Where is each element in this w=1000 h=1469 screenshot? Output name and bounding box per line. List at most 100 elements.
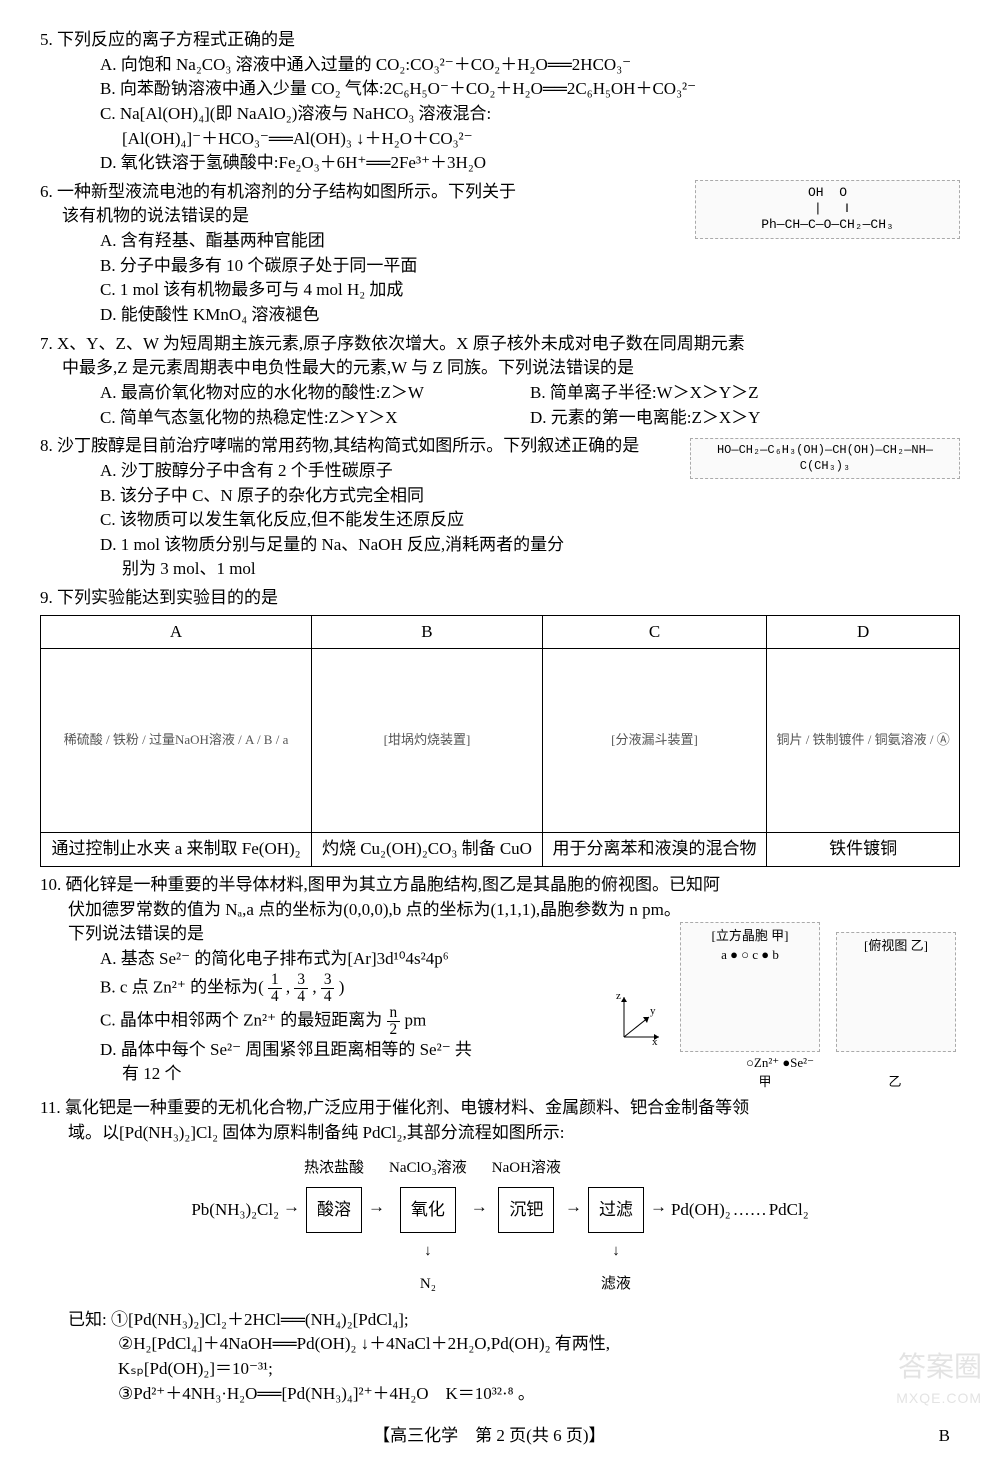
flow-below-4: 滤液 [601,1276,631,1292]
flow-out1: Pd(OH)₂ [670,1186,732,1233]
arrow-icon: → [470,1187,489,1226]
q11-num: 11. [40,1098,61,1117]
q7-num: 7. [40,334,53,353]
question-10: 10. 硒化锌是一种重要的半导体材料,图甲为其立方晶胞结构,图乙是其晶胞的俯视图… [40,873,960,1092]
flow-start: Pb(NH₃)₂Cl₂ [190,1186,280,1233]
q6-structure-fig: OH O | ‖ Ph—CH—C—O—CH₂—CH₃ [695,180,960,239]
q8-opt-b: B. 该分子中 C、N 原子的杂化方式完全相同 [100,484,960,509]
c: , [286,977,290,996]
question-9: 9. 下列实验能达到实验目的的是 A B C D 稀硫酸 / 铁粉 / 过量Na… [40,586,960,867]
flow-above-1: 热浓盐酸 [303,1151,365,1186]
q10-fig-jia: [立方晶胞 甲]a ● ○ c ● b [680,922,820,1052]
q9-fig-d-labels: 铜片 / 铁制镀件 / 铜氨溶液 / Ⓐ [773,653,953,828]
q9-head-d: D [767,615,960,649]
question-5: 5. 下列反应的离子方程式正确的是 A. 向饱和 Na₂CO₃ 溶液中通入过量的… [40,28,960,176]
flow-box-1: 酸溶 [306,1187,362,1232]
question-7: 7. X、Y、Z、W 为短周期主族元素,原子序数依次增大。X 原子核外未成对电子… [40,332,960,431]
f: 1 [268,972,282,989]
q9-fig-b-ph: [坩埚灼烧装置] [318,653,536,828]
q10-stem2: 伏加德罗常数的值为 Nₐ,a 点的坐标为(0,0,0),b 点的坐标为(1,1,… [68,900,681,919]
q11-flowchart: 热浓盐酸 NaClO₃溶液 NaOH溶液 Pb(NH₃)₂Cl₂ → 酸溶 → … [40,1151,960,1301]
f: 4 [294,989,308,1005]
q9-head-c: C [542,615,766,649]
q9-cap-b: 灼烧 Cu₂(OH)₂CO₃ 制备 CuO [312,833,543,867]
q11-known-label: 已知: [68,1310,107,1329]
q5-opt-d: D. 氧化铁溶于氢碘酸中:Fe₂O₃＋6H⁺══2Fe³⁺＋3H₂O [100,151,960,176]
f: 3 [321,972,335,989]
q10-legend: ○Zn²⁺ ●Se²⁻ [746,1055,814,1070]
q5-opt-a: A. 向饱和 Na₂CO₃ 溶液中通入过量的 CO₂:CO₃²⁻＋CO₂＋H₂O… [100,53,960,78]
q8-fig-text: HO—CH₂—C₆H₃(OH)—CH(OH)—CH₂—NH—C(CH₃)₃ [695,443,955,474]
q9-table: A B C D 稀硫酸 / 铁粉 / 过量NaOH溶液 / A / B / a … [40,615,960,867]
arrow-icon: → [564,1187,583,1226]
arrow-icon: → [649,1187,668,1226]
q6-fig-text: OH O | ‖ Ph—CH—C—O—CH₂—CH₃ [700,185,955,234]
q11-k2b: Kₛₚ[Pd(OH)₂]＝10⁻³¹; [118,1359,273,1378]
flow-above-3: NaOH溶液 [491,1151,562,1186]
q6-opt-c: C. 1 mol 该有机物最多可与 4 mol H₂ 加成 [100,278,960,303]
q8-structure-fig: HO—CH₂—C₆H₃(OH)—CH(OH)—CH₂—NH—C(CH₃)₃ [690,438,960,479]
q11-k1: ①[Pd(NH₃)₂]Cl₂＋2HCl══(NH₄)₂[PdCl₄]; [111,1310,409,1329]
arrow-icon: → [367,1187,386,1226]
q9-cap-d: 铁件镀铜 [767,833,960,867]
q10-stem3: 下列说法错误的是 [68,924,204,943]
q5-opt-b: B. 向苯酚钠溶液中通入少量 CO₂ 气体:2C₆H₅O⁻＋CO₂＋H₂O══2… [100,77,960,102]
q11-k2: ②H₂[PdCl₄]＋4NaOH══Pd(OH)₂ ↓＋4NaCl＋2H₂O,P… [118,1334,610,1353]
flow-dots: …… [732,1186,768,1233]
q11-stem2: 域。以[Pd(NH₃)₂]Cl₂ 固体为原料制备纯 PdCl₂,其部分流程如图所… [68,1123,564,1142]
q7-stem1: X、Y、Z、W 为短周期主族元素,原子序数依次增大。X 原子核外未成对电子数在同… [57,334,745,353]
q6-stem2: 该有机物的说法错误的是 [62,206,249,225]
question-6: OH O | ‖ Ph—CH—C—O—CH₂—CH₃ 6. 一种新型液流电池的有… [40,180,960,328]
arrow-down-icon: ↓ [612,1243,620,1259]
f: 4 [321,989,335,1005]
flow-box-2: 氧化 [400,1187,456,1232]
svg-text:x: x [652,1036,658,1047]
flow-box-4: 过滤 [588,1187,644,1232]
q10-num: 10. [40,875,61,894]
q6-num: 6. [40,182,53,201]
q10-stem1: 硒化锌是一种重要的半导体材料,图甲为其立方晶胞结构,图乙是其晶胞的俯视图。已知阿 [66,875,721,894]
q10-c-post: pm [404,1010,426,1029]
f: 4 [268,989,282,1005]
page-footer: 【高三化学 第 2 页(共 6 页)】 B [40,1424,960,1449]
question-11: 11. 氯化钯是一种重要的无机化合物,广泛应用于催化剂、电镀材料、金属颜料、钯合… [40,1096,960,1406]
q5-opt-c2: [Al(OH)₄]⁻＋HCO₃⁻══Al(OH)₃ ↓＋H₂O＋CO₃²⁻ [122,127,960,152]
q10-fig-yi: [俯视图 乙] [836,932,956,1052]
q8-opt-c: C. 该物质可以发生氧化反应,但不能发生还原反应 [100,508,960,533]
q11-k3: ③Pd²⁺＋4NH₃·H₂O══[Pd(NH₃)₄]²⁺＋4H₂O K＝10³²… [118,1384,535,1403]
svg-text:z: z [616,990,621,1002]
q9-fig-b: [坩埚灼烧装置] [312,649,543,833]
q5-opt-c1: C. Na[Al(OH)₄](即 NaAlO₂)溶液与 NaHCO₃ 溶液混合: [100,102,960,127]
q6-stem1: 一种新型液流电池的有机溶剂的分子结构如图所示。下列关于 [57,182,516,201]
q8-opt-d1: D. 1 mol 该物质分别与足量的 Na、NaOH 反应,消耗两者的量分 [100,533,960,558]
q10-b-post: ) [339,977,345,996]
footer-text: 【高三化学 第 2 页(共 6 页)】 [373,1426,605,1445]
flow-out2: PdCl₂ [768,1186,810,1233]
q10-cap1: 甲 [758,1073,771,1092]
q5-stem: 下列反应的离子方程式正确的是 [57,30,295,49]
q8-num: 8. [40,436,53,455]
q9-num: 9. [40,588,53,607]
q7-opt-c: C. 简单气态氢化物的热稳定性:Z＞Y＞X [100,406,530,431]
q8-stem: 沙丁胺醇是目前治疗哮喘的常用药物,其结构简式如图所示。下列叙述正确的是 [57,436,639,455]
q9-head-b: B [312,615,543,649]
q7-opt-b: B. 简单离子半径:W＞X＞Y＞Z [530,381,960,406]
question-8: 8. 沙丁胺醇是目前治疗哮喘的常用药物,其结构简式如图所示。下列叙述正确的是 H… [40,434,960,582]
axes-icon: x z y [604,987,664,1047]
arrow-down-icon: ↓ [424,1243,432,1259]
footer-b: B [939,1424,950,1449]
q10-cap2: 乙 [888,1073,901,1092]
flow-above-2: NaClO₃溶液 [388,1151,468,1186]
q9-fig-a-labels: 稀硫酸 / 铁粉 / 过量NaOH溶液 / A / B / a [47,653,305,828]
q10-c-pre: C. 晶体中相邻两个 Zn²⁺ 的最短距离为 [100,1010,382,1029]
q10-crystal-fig: x z y [立方晶胞 甲]a ● ○ c ● b [俯视图 乙] ○Zn²⁺ … [600,922,960,1092]
q9-stem: 下列实验能达到实验目的的是 [57,588,278,607]
f: n [387,1005,401,1022]
svg-text:y: y [650,1005,656,1017]
q6-opt-d: D. 能使酸性 KMnO₄ 溶液褪色 [100,303,960,328]
q8-opt-d2: 别为 3 mol、1 mol [122,557,960,582]
q9-fig-c: [分液漏斗装置] [542,649,766,833]
f: 3 [294,972,308,989]
q7-stem2: 中最多,Z 是元素周期表中电负性最大的元素,W 与 Z 同族。下列说法错误的是 [62,358,634,377]
q11-stem1: 氯化钯是一种重要的无机化合物,广泛应用于催化剂、电镀材料、金属颜料、钯合金制备等… [65,1098,749,1117]
